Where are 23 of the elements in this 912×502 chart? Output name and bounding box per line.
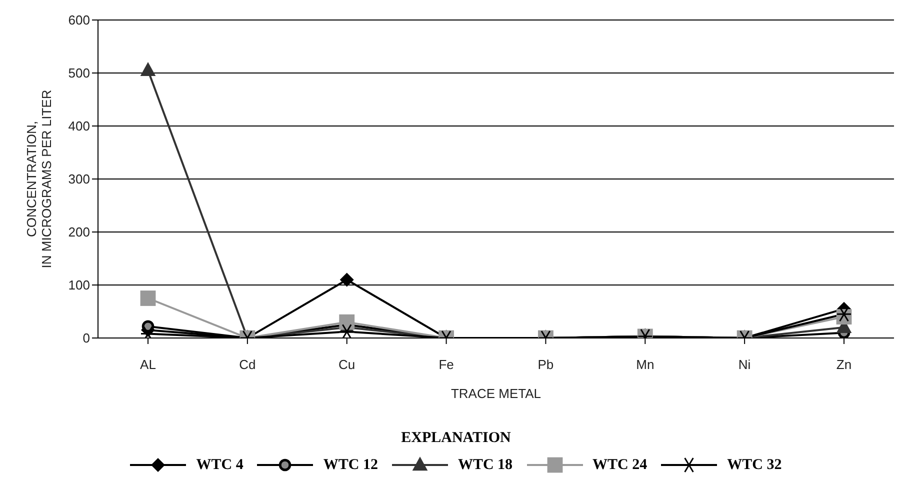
legend-label: WTC 12 xyxy=(323,456,378,474)
y-tick-label: 600 xyxy=(68,12,90,28)
legend-label: WTC 18 xyxy=(458,456,513,474)
y-tick-label: 400 xyxy=(68,118,90,134)
x-tick-label: Zn xyxy=(836,357,852,372)
x-tick-label: Mn xyxy=(636,357,654,372)
y-axis-title: CONCENTRATION, IN MICROGRAMS PER LITER xyxy=(24,90,54,268)
x-tick-label: Pb xyxy=(538,357,554,372)
legend-title: EXPLANATION xyxy=(400,430,512,447)
x-tick-label: AL xyxy=(140,357,156,372)
legend-label: WTC 24 xyxy=(592,456,648,474)
y-tick-label: 300 xyxy=(68,172,90,187)
legend-label: WTC 32 xyxy=(727,456,782,474)
y-tick-label: 0 xyxy=(82,330,90,346)
y-tick-label: 500 xyxy=(68,66,90,81)
x-tick-label: Ni xyxy=(738,357,751,372)
y-tick-label: 200 xyxy=(68,224,90,240)
y-tick-label: 100 xyxy=(68,278,90,293)
legend-label: WTC 4 xyxy=(196,456,244,474)
x-tick-label: Fe xyxy=(438,357,454,372)
x-tick-label: Cd xyxy=(239,357,256,372)
x-tick-label: Cu xyxy=(338,357,356,372)
x-axis-title: TRACE METAL xyxy=(450,386,542,401)
